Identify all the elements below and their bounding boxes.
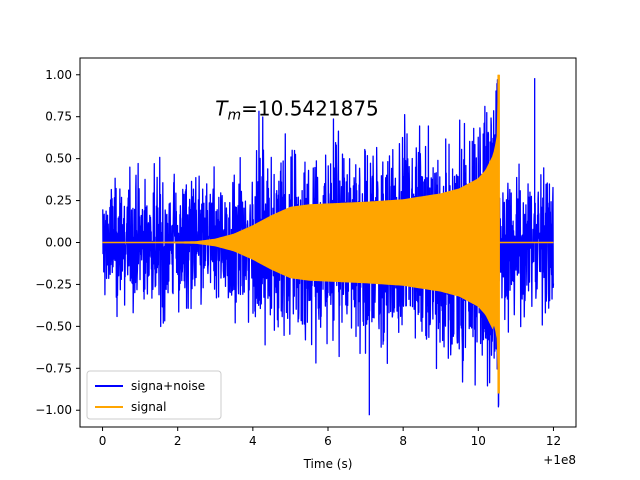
y-tick-label: −0.50: [35, 319, 72, 333]
y-tick-label: −1.00: [35, 403, 72, 417]
x-tick-label: 0: [99, 434, 107, 448]
y-tick-label: 0.25: [45, 194, 72, 208]
x-axis: 0 2 4 6 8 10 12: [99, 427, 561, 448]
annotation-subscript: m: [227, 107, 241, 123]
y-tick-label: −0.75: [35, 361, 72, 375]
x-tick-label: 4: [249, 434, 257, 448]
legend: signa+noise signal: [86, 370, 222, 420]
y-axis: −1.00 −0.75 −0.50 −0.25 0.00 0.25 0.50 0.75 1.00: [35, 68, 80, 417]
y-tick-label: 0.00: [45, 236, 72, 250]
legend-label: signa+noise: [131, 379, 205, 393]
series-layer: [102, 74, 555, 416]
x-tick-label: 10: [471, 434, 486, 448]
x-offset-label: +1e8: [543, 453, 576, 467]
x-axis-label: Time (s): [303, 457, 353, 471]
legend-label: signal: [131, 400, 167, 414]
y-tick-label: 0.75: [45, 110, 72, 124]
chart-annotation: Tm=10.5421875: [215, 96, 378, 123]
annotation-value: =10.5421875: [241, 96, 379, 120]
y-tick-label: 1.00: [45, 68, 72, 82]
annotation-symbol: T: [215, 96, 229, 120]
x-tick-label: 6: [324, 434, 332, 448]
x-tick-label: 12: [546, 434, 561, 448]
y-tick-label: −0.25: [35, 277, 72, 291]
x-tick-label: 2: [174, 434, 182, 448]
y-tick-label: 0.50: [45, 152, 72, 166]
x-tick-label: 8: [399, 434, 407, 448]
